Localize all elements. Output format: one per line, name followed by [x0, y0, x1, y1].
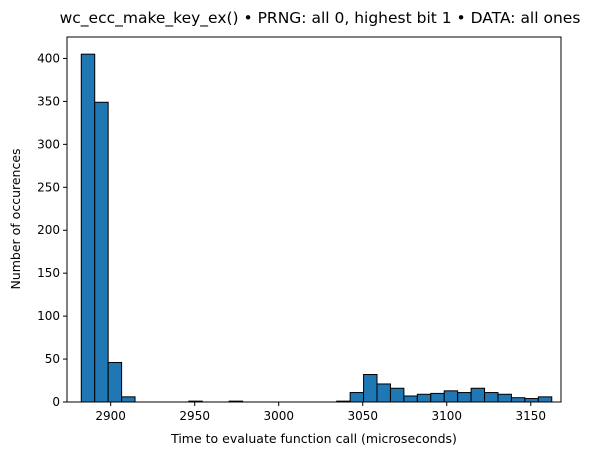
histogram-bar	[389, 387, 405, 403]
y-tick-label: 350	[37, 94, 60, 108]
histogram-bar	[121, 396, 136, 403]
y-tick-label: 150	[37, 266, 60, 280]
histogram-bar	[416, 393, 432, 403]
y-tick-label: 250	[37, 180, 60, 194]
chart-title: wc_ecc_make_key_ex() • PRNG: all 0, high…	[60, 9, 581, 28]
histogram-bar	[470, 387, 486, 403]
y-axis-ticks: 0 50 100 150 200 250 300 350 400	[37, 51, 67, 409]
y-tick-label: 100	[37, 309, 60, 323]
y-tick-label: 0	[52, 395, 60, 409]
histogram-bar	[537, 396, 553, 403]
y-tick-label: 50	[45, 352, 60, 366]
x-tick-label: 2950	[179, 409, 210, 423]
x-axis-ticks: 2900 2950 3000 3050 3100 3150	[95, 402, 546, 423]
y-tick-label: 300	[37, 137, 60, 151]
histogram-bar	[524, 398, 539, 403]
histogram-bar	[510, 397, 526, 403]
plot-frame	[66, 36, 562, 403]
histogram-bar	[484, 392, 499, 403]
histogram-bars	[80, 53, 553, 403]
histogram-bar	[376, 383, 391, 403]
histogram-bar	[443, 390, 459, 403]
y-tick-label: 400	[37, 51, 60, 65]
histogram-bar	[457, 392, 472, 403]
histogram-bar	[497, 393, 512, 403]
x-tick-label: 3100	[431, 409, 462, 423]
x-tick-label: 3150	[515, 409, 546, 423]
histogram-bar	[80, 53, 96, 403]
histogram-bar	[363, 374, 378, 403]
histogram-bar	[430, 392, 445, 403]
histogram-bar	[349, 392, 365, 403]
x-tick-label: 2900	[95, 409, 126, 423]
histogram-bar	[403, 395, 418, 403]
x-axis-label: Time to evaluate function call (microsec…	[170, 431, 457, 446]
y-tick-label: 200	[37, 223, 60, 237]
histogram-bar	[107, 361, 123, 403]
x-tick-label: 3050	[347, 409, 378, 423]
histogram-bar	[94, 101, 109, 403]
x-tick-label: 3000	[263, 409, 294, 423]
y-axis-label: Number of occurences	[8, 148, 23, 289]
